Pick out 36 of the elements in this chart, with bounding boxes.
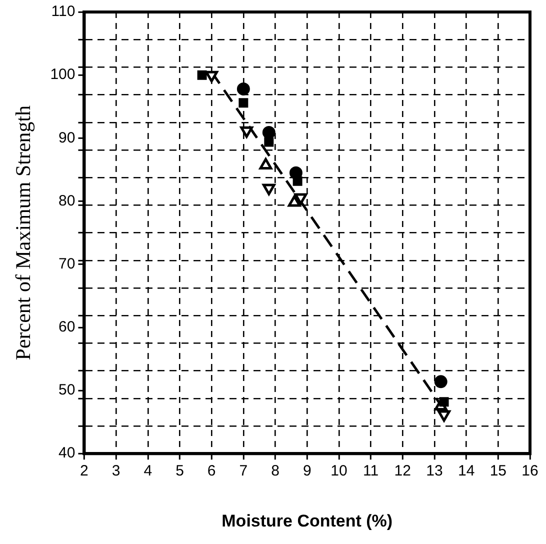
x-tick-label: 3 xyxy=(112,462,120,480)
point xyxy=(240,126,254,138)
x-tick-label: 13 xyxy=(426,462,443,480)
y-tick-label: 100 xyxy=(50,66,76,84)
point xyxy=(294,193,308,205)
y-tick-label: 40 xyxy=(58,444,76,462)
y-axis-title: Percent of Maximum Strength xyxy=(11,104,36,360)
x-tick-label: 6 xyxy=(207,462,216,480)
y-tick-label: 60 xyxy=(58,318,76,336)
x-tick-label: 4 xyxy=(144,462,152,480)
point xyxy=(238,98,248,108)
x-tick-label: 12 xyxy=(394,462,411,480)
x-tick-label: 11 xyxy=(363,462,379,480)
point xyxy=(289,166,302,180)
y-tick-label: 50 xyxy=(58,382,76,399)
y-tick-label: 80 xyxy=(58,192,76,210)
point xyxy=(438,410,450,422)
y-tick-label: 70 xyxy=(58,255,76,272)
point xyxy=(205,70,218,82)
y-tick-label: 90 xyxy=(58,129,76,146)
x-tick-label: 15 xyxy=(490,462,507,480)
point xyxy=(262,126,276,139)
x-tick-label: 2 xyxy=(80,462,88,480)
x-tick-label: 9 xyxy=(302,462,312,480)
x-tick-label: 8 xyxy=(271,462,280,480)
x-tick-label: 16 xyxy=(522,462,538,480)
x-axis-title: Moisture Content (%) xyxy=(222,511,393,530)
x-tick-label: 5 xyxy=(176,462,184,480)
x-tick-label: 14 xyxy=(458,462,475,480)
point xyxy=(236,82,250,96)
y-tick-label: 110 xyxy=(51,3,76,20)
point xyxy=(197,70,207,80)
point xyxy=(262,184,276,196)
x-tick-label: 10 xyxy=(330,462,348,480)
x-tick-label: 7 xyxy=(239,462,248,480)
point xyxy=(434,375,448,388)
